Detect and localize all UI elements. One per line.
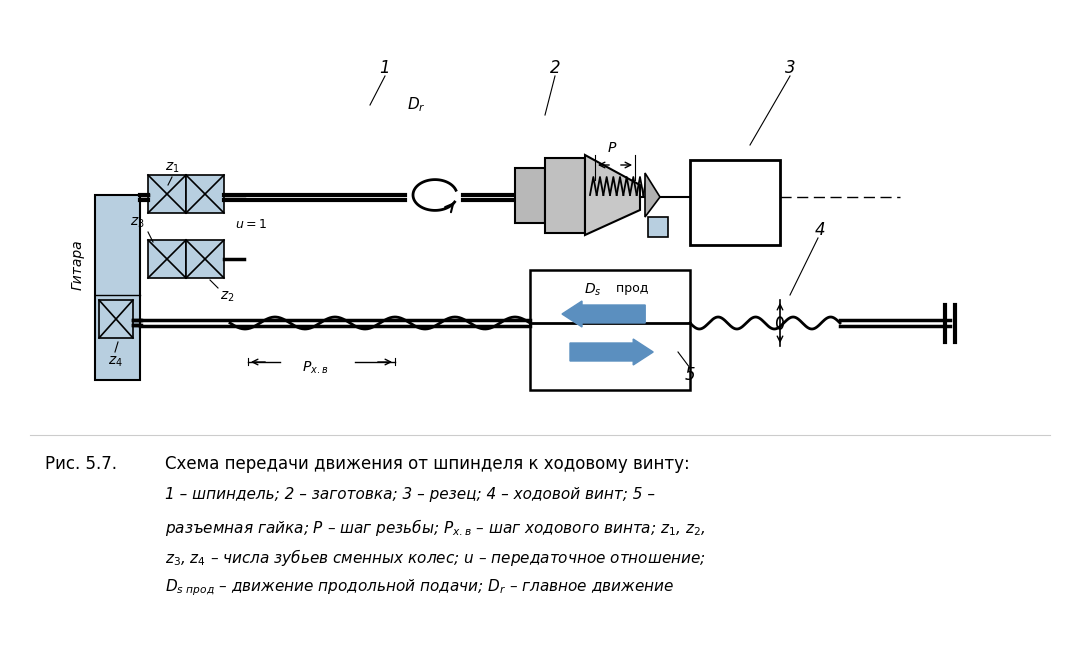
Text: $z_3$, $z_4$ – числа зубьев сменных колес; $u$ – передаточное отношение;: $z_3$, $z_4$ – числа зубьев сменных коле… [165, 547, 706, 568]
Bar [95, 195, 140, 380]
Text: 4: 4 [814, 221, 825, 239]
Text: $z_1$: $z_1$ [165, 161, 179, 175]
Text: Гитара: Гитара [71, 240, 85, 290]
Bar [690, 160, 780, 245]
Text: 3: 3 [785, 59, 795, 77]
Bar [530, 270, 690, 390]
Text: $D_r$: $D_r$ [407, 96, 426, 115]
Bar [148, 175, 186, 213]
Text: $P$: $P$ [607, 141, 617, 155]
Text: 1: 1 [380, 59, 390, 77]
Polygon shape [585, 155, 640, 235]
Text: 1 – шпиндель; 2 – заготовка; 3 – резец; 4 – ходовой винт; 5 –: 1 – шпиндель; 2 – заготовка; 3 – резец; … [165, 487, 654, 502]
Bar [545, 158, 585, 233]
Text: $z_2$: $z_2$ [220, 290, 234, 305]
Bar [515, 168, 545, 223]
FancyArrow shape [562, 301, 645, 327]
Text: $u = 1$: $u = 1$ [235, 219, 267, 232]
Text: Рис. 5.7.: Рис. 5.7. [45, 455, 117, 473]
Text: Схема передачи движения от шпинделя к ходовому винту:: Схема передачи движения от шпинделя к хо… [165, 455, 690, 473]
Text: 2: 2 [550, 59, 561, 77]
Bar [99, 300, 133, 338]
Text: прод: прод [612, 282, 648, 295]
Text: $z_4$: $z_4$ [108, 355, 122, 369]
Polygon shape [645, 173, 660, 217]
Text: разъемная гайка; $P$ – шаг резьбы; $P_{х.в}$ – шаг ходового винта; $z_1$, $z_2$,: разъемная гайка; $P$ – шаг резьбы; $P_{х… [165, 517, 705, 538]
Text: $D_{s}$: $D_{s}$ [584, 282, 602, 298]
Text: 5: 5 [685, 366, 696, 384]
Bar [148, 240, 186, 278]
Text: $z_3$: $z_3$ [131, 215, 145, 230]
Text: $P_{х.в}$: $P_{х.в}$ [301, 360, 328, 376]
Text: $D_{s\ прод}$ – движение продольной подачи; $D_r$ – главное движение: $D_{s\ прод}$ – движение продольной пода… [165, 577, 674, 598]
Bar [186, 240, 224, 278]
FancyArrow shape [570, 339, 653, 365]
Bar [186, 175, 224, 213]
Bar [648, 217, 669, 237]
